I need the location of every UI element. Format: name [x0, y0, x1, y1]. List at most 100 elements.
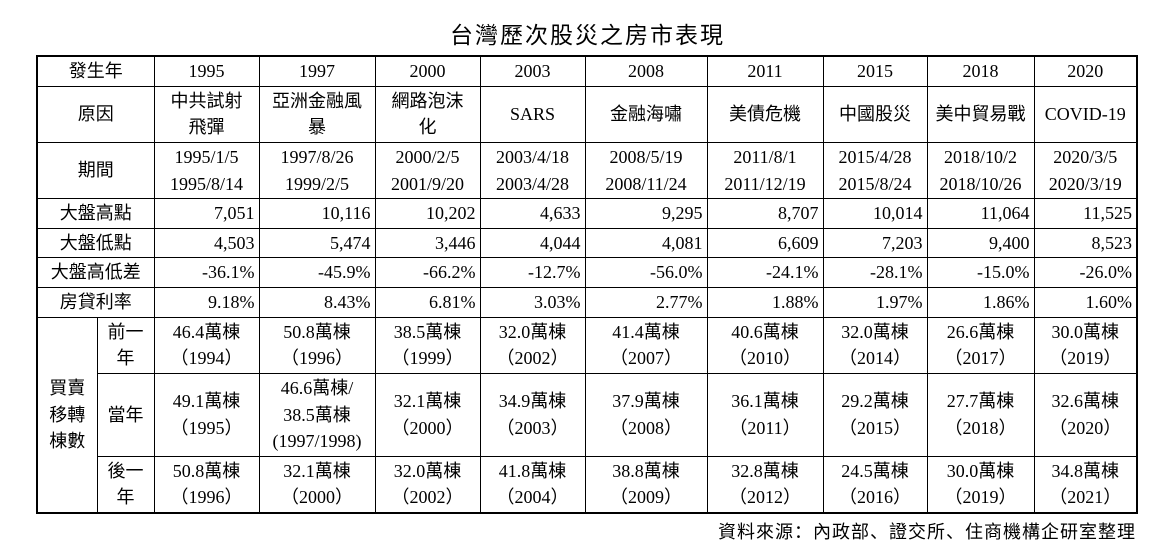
cell: 29.2萬棟 （2015）	[822, 372, 928, 457]
cell: SARS	[479, 85, 586, 143]
cell: 36.1萬棟 （2011）	[706, 372, 824, 457]
cell: 46.6萬棟/ 38.5萬棟 (1997/1998)	[258, 372, 376, 457]
row-transfers-next: 後一 年 50.8萬棟 （1996） 32.1萬棟 （2000） 32.0萬棟 …	[37, 455, 1138, 514]
cell: 41.4萬棟 （2007）	[584, 316, 708, 374]
cell: 2015/4/28 2015/8/24	[822, 141, 928, 200]
row-cause: 原因 中共試射 飛彈 亞洲金融風 暴 網路泡沫 化 SARS 金融海嘯 美債危機…	[36, 85, 1138, 143]
cell: 32.8萬棟 （2012）	[706, 455, 824, 514]
cell: 49.1萬棟 （1995）	[153, 372, 260, 457]
row-label: 大盤高低差	[36, 257, 155, 288]
cell: 2003	[479, 55, 586, 87]
cell: 9.18%	[153, 287, 260, 318]
cell: 2000/2/5 2001/9/20	[374, 141, 481, 200]
cell: 1997/8/26 1999/2/5	[258, 141, 376, 200]
row-market-high: 大盤高點 7,051 10,116 10,202 4,633 9,295 8,7…	[36, 198, 1138, 229]
row-label: 期間	[36, 141, 155, 200]
cell: 34.8萬棟 （2021）	[1033, 455, 1138, 514]
cell: -45.9%	[258, 257, 376, 288]
cell: 美中貿易戰	[926, 85, 1035, 143]
cell: 金融海嘯	[584, 85, 708, 143]
cell: 2011	[706, 55, 824, 87]
cell: 1.60%	[1033, 287, 1138, 318]
cell: 6,609	[706, 227, 824, 259]
cell: 8,707	[706, 198, 824, 229]
cell: 2018/10/2 2018/10/26	[926, 141, 1035, 200]
row-label-transfers: 買賣 移轉 棟數	[36, 316, 98, 514]
row-label: 房貸利率	[36, 287, 155, 318]
cell: 1995	[153, 55, 260, 87]
cell: -24.1%	[706, 257, 824, 288]
cell: 8,523	[1033, 227, 1138, 259]
cell: 9,400	[926, 227, 1035, 259]
cell: 中共試射 飛彈	[153, 85, 260, 143]
cell: 8.43%	[258, 287, 376, 318]
cell: 32.6萬棟 （2020）	[1033, 372, 1138, 457]
data-table: 發生年 1995 1997 2000 2003 2008 2011 2015 2…	[36, 55, 1138, 514]
cell: 2015	[822, 55, 928, 87]
row-year-header: 發生年 1995 1997 2000 2003 2008 2011 2015 2…	[36, 55, 1138, 87]
cell: 3.03%	[479, 287, 586, 318]
cell: 41.8萬棟 （2004）	[479, 455, 586, 514]
cell: 32.0萬棟 （2002）	[479, 316, 586, 374]
row-sublabel: 後一 年	[96, 455, 155, 514]
cell: -26.0%	[1033, 257, 1138, 288]
row-label: 大盤高點	[36, 198, 155, 229]
source-note: 資料來源：內政部、證交所、住商機構企研室整理	[718, 522, 1136, 542]
cell: 1995/1/5 1995/8/14	[153, 141, 260, 200]
cell: 10,116	[258, 198, 376, 229]
cell: 4,044	[479, 227, 586, 259]
cell: 24.5萬棟 （2016）	[822, 455, 928, 514]
cell: 46.4萬棟 （1994）	[153, 316, 260, 374]
row-period: 期間 1995/1/5 1995/8/14 1997/8/26 1999/2/5…	[36, 141, 1138, 200]
cell: 7,051	[153, 198, 260, 229]
cell: 2008	[584, 55, 708, 87]
row-sublabel: 當年	[96, 372, 155, 457]
cell: -28.1%	[822, 257, 928, 288]
row-mortgage-rate: 房貸利率 9.18% 8.43% 6.81% 3.03% 2.77% 1.88%…	[36, 287, 1138, 318]
cell: 2018	[926, 55, 1035, 87]
cell: -15.0%	[926, 257, 1035, 288]
cell: 40.6萬棟 （2010）	[706, 316, 824, 374]
cell: 2011/8/1 2011/12/19	[706, 141, 824, 200]
row-transfers-prev: 買賣 移轉 棟數 前一 年 46.4萬棟 （1994） 50.8萬棟 （1996…	[36, 316, 1138, 514]
cell: 32.1萬棟 （2000）	[374, 372, 481, 457]
cell: 10,014	[822, 198, 928, 229]
cell: 50.8萬棟 （1996）	[258, 316, 376, 374]
cell: -36.1%	[153, 257, 260, 288]
cell: -66.2%	[374, 257, 481, 288]
cell: 32.0萬棟 （2014）	[822, 316, 928, 374]
cell: 1.86%	[926, 287, 1035, 318]
cell: 7,203	[822, 227, 928, 259]
cell: 3,446	[374, 227, 481, 259]
row-transfers-current: 當年 49.1萬棟 （1995） 46.6萬棟/ 38.5萬棟 (1997/19…	[37, 372, 1138, 457]
row-sublabel: 前一 年	[96, 316, 155, 374]
cell: 4,503	[153, 227, 260, 259]
cell: 9,295	[584, 198, 708, 229]
row-label: 發生年	[36, 55, 155, 87]
cell: 2020	[1033, 55, 1138, 87]
cell: 中國股災	[822, 85, 928, 143]
cell: 美債危機	[706, 85, 824, 143]
cell: 2008/5/19 2008/11/24	[584, 141, 708, 200]
cell: 1.88%	[706, 287, 824, 318]
row-label: 原因	[36, 85, 155, 143]
cell: 1997	[258, 55, 376, 87]
cell: 32.0萬棟 （2002）	[374, 455, 481, 514]
row-market-low: 大盤低點 4,503 5,474 3,446 4,044 4,081 6,609…	[36, 227, 1138, 259]
cell: 2003/4/18 2003/4/28	[479, 141, 586, 200]
cell: 34.9萬棟 （2003）	[479, 372, 586, 457]
cell: 38.8萬棟 （2009）	[584, 455, 708, 514]
cell: 6.81%	[374, 287, 481, 318]
cell: 4,081	[584, 227, 708, 259]
cell: 30.0萬棟 （2019）	[926, 455, 1035, 514]
cell: 2000	[374, 55, 481, 87]
cell: 38.5萬棟 （1999）	[374, 316, 481, 374]
cell: COVID-19	[1033, 85, 1138, 143]
cell: 2020/3/5 2020/3/19	[1033, 141, 1138, 200]
cell: 30.0萬棟 （2019）	[1033, 316, 1138, 374]
cell: 4,633	[479, 198, 586, 229]
cell: 網路泡沫 化	[374, 85, 481, 143]
cell: 11,064	[926, 198, 1035, 229]
cell: 26.6萬棟 （2017）	[926, 316, 1035, 374]
